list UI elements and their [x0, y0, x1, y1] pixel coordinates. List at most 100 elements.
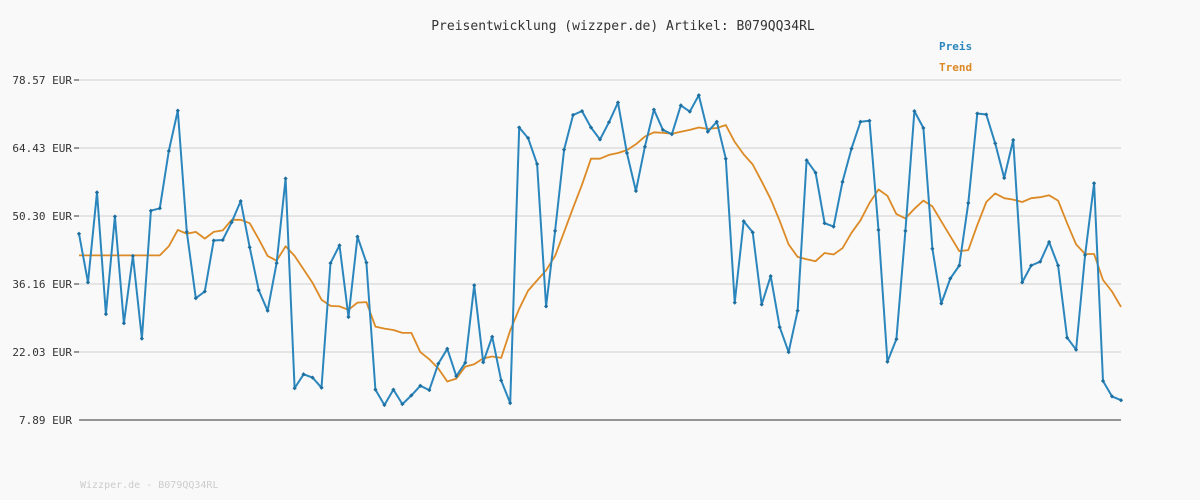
price-point — [534, 161, 540, 167]
price-point — [624, 150, 630, 156]
price-point — [966, 200, 971, 206]
price-point — [373, 387, 378, 392]
price-point — [903, 228, 908, 234]
price-point — [1064, 335, 1070, 340]
price-point — [840, 179, 845, 184]
price-point — [382, 402, 387, 408]
y-axis-ticks: 78.57 EUR 64.43 EUR 50.30 EUR 36.16 EUR 22.0… — [12, 74, 79, 427]
price-point — [355, 234, 360, 239]
price-point — [1055, 263, 1061, 268]
price-point — [597, 137, 603, 142]
y-tick-label: 22.03 EUR — [12, 346, 72, 359]
price-point — [454, 374, 459, 379]
price-point — [436, 361, 441, 366]
price-point — [337, 243, 342, 248]
price-point — [526, 135, 531, 141]
price-point — [166, 148, 171, 154]
price-point — [418, 383, 423, 388]
price-point — [319, 385, 324, 390]
price-point — [139, 336, 145, 341]
price-point — [930, 246, 935, 251]
price-point — [732, 300, 737, 305]
price-point — [561, 147, 567, 152]
series-layer — [76, 93, 1124, 408]
price-point — [660, 127, 666, 133]
footer-credit: Wizzper.de - B079QQ34RL — [80, 480, 219, 491]
price-point — [1047, 239, 1052, 245]
price-point — [328, 261, 333, 266]
price-point — [175, 108, 180, 113]
legend-entry-trend: Trend — [939, 61, 973, 74]
price-point — [633, 188, 639, 194]
price-point — [292, 386, 297, 391]
price-point — [265, 308, 270, 313]
price-point — [346, 314, 351, 320]
price-point — [490, 334, 495, 339]
price-point — [148, 208, 153, 213]
price-point — [993, 141, 998, 146]
price-point — [1020, 280, 1025, 285]
price-point — [867, 118, 872, 123]
price-point — [409, 393, 414, 398]
price-point — [777, 324, 782, 330]
price-point — [831, 224, 836, 229]
y-tick-label: 36.16 EUR — [12, 278, 72, 291]
price-point — [1002, 175, 1007, 181]
price-point — [876, 227, 881, 233]
price-point — [508, 400, 513, 406]
price-point — [94, 190, 100, 195]
price-point — [400, 401, 405, 407]
price-point — [741, 219, 746, 224]
price-point — [1029, 263, 1034, 268]
price-point — [193, 296, 198, 301]
price-point — [894, 337, 899, 342]
legend-entry-price: Preis — [939, 40, 973, 53]
price-point — [795, 308, 800, 313]
price-point — [301, 372, 306, 377]
price-point — [822, 221, 827, 226]
price-point — [552, 228, 558, 234]
y-tick-label: 64.43 EUR — [12, 142, 72, 155]
price-point — [472, 283, 477, 288]
price-point — [364, 260, 369, 265]
price-point — [813, 170, 818, 175]
price-point — [130, 253, 136, 259]
price-point — [121, 321, 127, 326]
price-point — [849, 146, 854, 151]
price-point — [1109, 394, 1115, 399]
price-point — [885, 359, 890, 364]
price-point — [1091, 181, 1097, 186]
y-tick-label: 50.30 EUR — [12, 210, 72, 223]
trend-series-line — [79, 124, 1122, 383]
price-point — [211, 238, 216, 243]
legend: Preis Trend — [939, 39, 972, 81]
price-point — [804, 158, 809, 163]
price-point — [112, 214, 118, 219]
price-point — [975, 111, 980, 116]
price-point — [445, 346, 450, 351]
price-point — [1100, 378, 1106, 384]
price-point — [543, 304, 549, 309]
price-point — [768, 273, 773, 279]
price-point — [939, 301, 944, 306]
price-point — [786, 350, 791, 355]
price-point — [391, 387, 396, 392]
price-point — [1011, 137, 1016, 143]
price-point — [957, 263, 962, 268]
price-point — [220, 237, 225, 243]
price-point — [247, 245, 252, 250]
price-point — [310, 375, 315, 380]
price-point — [103, 312, 109, 317]
price-point — [463, 360, 468, 365]
price-point — [76, 231, 82, 236]
price-point — [1118, 398, 1124, 403]
price-point — [256, 287, 261, 293]
price-point — [948, 276, 953, 281]
price-point — [184, 229, 189, 234]
price-point — [705, 129, 710, 134]
price-point — [229, 220, 234, 225]
price-point — [283, 176, 288, 181]
price-point — [750, 230, 755, 235]
price-point — [642, 144, 648, 149]
price-point — [202, 289, 207, 294]
